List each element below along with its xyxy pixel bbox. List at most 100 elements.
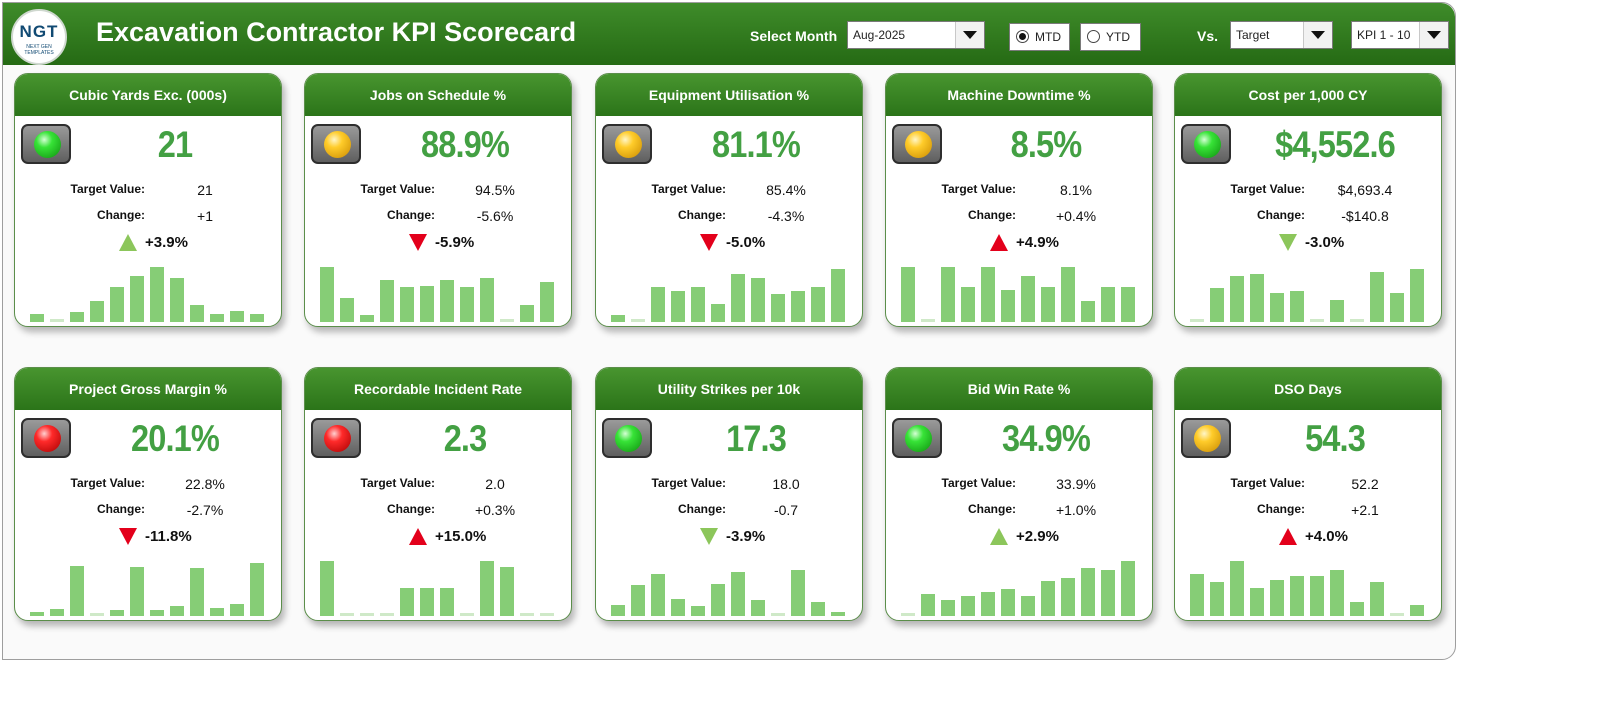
trend-bar <box>29 313 45 322</box>
trend-bar <box>399 287 415 322</box>
chevron-down-icon <box>1427 31 1441 39</box>
mtd-radio-dot[interactable] <box>1016 30 1029 43</box>
trend-bar <box>1020 276 1036 322</box>
trend-bar <box>650 287 666 322</box>
compare-dropdown[interactable]: Target <box>1230 21 1333 49</box>
change-value: +0.3% <box>474 502 516 518</box>
ytd-radio[interactable]: YTD <box>1080 23 1141 51</box>
trend-bar <box>1229 561 1245 616</box>
trend-bar <box>830 268 846 322</box>
card-title: Bid Win Rate % <box>967 381 1071 397</box>
arrow-down-icon <box>119 528 137 545</box>
trend-bar <box>1389 613 1405 616</box>
change-percent: +2.9% <box>1016 528 1059 545</box>
change-value: -0.7 <box>773 502 799 518</box>
change-percent: -5.9% <box>435 234 475 251</box>
trend-bar <box>810 287 826 322</box>
trend-bar <box>1040 581 1056 616</box>
trend-bar <box>1000 589 1016 616</box>
trend-bar <box>1040 287 1056 322</box>
kpi-card: Cost per 1,000 CY $4,552.6 Target Value: $4… <box>1174 73 1442 327</box>
trend-bar <box>1120 287 1136 322</box>
trend-bar <box>1000 289 1016 322</box>
compare-dropdown-button[interactable] <box>1303 22 1332 48</box>
change-value: -$140.8 <box>1341 208 1389 224</box>
card-title: Project Gross Margin % <box>69 381 227 397</box>
target-label: Target Value: <box>70 476 145 490</box>
trend-bar <box>1329 299 1345 322</box>
trend-bar <box>29 611 45 616</box>
month-dropdown-button[interactable] <box>955 22 984 48</box>
status-light-icon <box>311 418 361 458</box>
trend-bar <box>900 267 916 322</box>
card-header: Machine Downtime % <box>886 74 1152 116</box>
change-percent: +3.9% <box>145 234 188 251</box>
trend-bar <box>1409 604 1425 616</box>
trend-bar <box>1249 274 1265 322</box>
month-dropdown[interactable]: Aug-2025 <box>847 21 985 49</box>
card-title: Cost per 1,000 CY <box>1248 87 1368 103</box>
change-percent: +4.0% <box>1305 528 1348 545</box>
trend-bar <box>1269 579 1285 616</box>
card-header: DSO Days <box>1175 368 1441 410</box>
change-value: -4.3% <box>767 208 805 224</box>
card-title: Recordable Incident Rate <box>353 381 523 397</box>
kpi-card: DSO Days 54.3 Target Value: 52.2 Change: +2.1… <box>1174 367 1442 621</box>
trend-bar <box>339 298 355 322</box>
trend-bar <box>670 599 686 616</box>
trend-bar <box>379 280 395 322</box>
kpi-card: Machine Downtime % 8.5% Target Value: 8.1% C… <box>885 73 1153 327</box>
arrow-up-icon <box>409 528 427 545</box>
kpi-value: 81.1% <box>712 124 801 165</box>
trend-bar <box>1189 574 1205 616</box>
card-title: Machine Downtime % <box>947 87 1091 103</box>
status-light-lamp <box>615 131 642 158</box>
trend-bar <box>169 605 185 616</box>
kpi-range-dropdown-button[interactable] <box>1419 22 1448 48</box>
trend-bar <box>109 287 125 322</box>
trend-bar <box>189 568 205 616</box>
trend-bar <box>1289 575 1305 616</box>
trend-bar <box>229 310 245 322</box>
trend-bar <box>790 291 806 322</box>
status-light-icon <box>892 124 942 164</box>
trend-bar <box>1120 561 1136 616</box>
kpi-range-dropdown[interactable]: KPI 1 - 10 <box>1351 21 1449 49</box>
trend-bar <box>69 565 85 616</box>
change-label: Change: <box>97 502 145 516</box>
trend-bar <box>980 267 996 322</box>
kpi-card: Bid Win Rate % 34.9% Target Value: 33.9% Cha… <box>885 367 1153 621</box>
trend-bar <box>439 280 455 322</box>
arrow-down-icon <box>409 234 427 251</box>
change-label: Change: <box>1257 502 1305 516</box>
trend-bar <box>670 291 686 322</box>
ytd-radio-label: YTD <box>1106 30 1130 44</box>
trend-sparkline <box>608 264 848 322</box>
trend-bar <box>249 562 265 616</box>
kpi-card: Equipment Utilisation % 81.1% Target Value… <box>595 73 863 327</box>
trend-bar <box>710 304 726 322</box>
trend-bar <box>519 613 535 616</box>
trend-bar <box>1229 276 1245 322</box>
trend-bar <box>129 276 145 322</box>
change-label: Change: <box>1257 208 1305 222</box>
ytd-radio-dot[interactable] <box>1087 30 1100 43</box>
change-label: Change: <box>387 502 435 516</box>
status-light-icon <box>1181 124 1231 164</box>
card-header: Utility Strikes per 10k <box>596 368 862 410</box>
kpi-value: 21 <box>157 124 193 165</box>
trend-bar <box>209 313 225 322</box>
trend-bar <box>419 285 435 322</box>
arrow-up-icon <box>990 234 1008 251</box>
kpi-card: Project Gross Margin % 20.1% Target Value:… <box>14 367 282 621</box>
trend-bar <box>790 570 806 616</box>
trend-bar <box>690 287 706 322</box>
trend-bar <box>1269 292 1285 322</box>
status-light-icon <box>21 418 71 458</box>
trend-bar <box>1249 588 1265 616</box>
arrow-down-icon <box>700 528 718 545</box>
trend-bar <box>1060 267 1076 322</box>
change-value: +0.4% <box>1055 208 1097 224</box>
mtd-radio[interactable]: MTD <box>1009 23 1070 51</box>
trend-bar <box>980 592 996 616</box>
